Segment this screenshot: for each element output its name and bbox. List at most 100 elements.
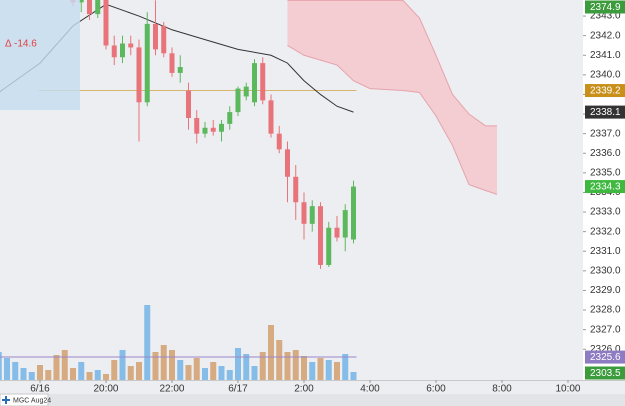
candle-body — [301, 202, 307, 224]
candle-body — [128, 43, 134, 48]
y-tick-label: 2340.0 — [590, 70, 621, 81]
y-tick-label: 2330.0 — [590, 265, 621, 276]
candle-body — [169, 53, 175, 73]
candle-body — [136, 47, 142, 103]
volume-bar — [144, 305, 151, 380]
volume-bar — [36, 365, 43, 380]
candle-body — [78, 0, 84, 3]
change-value: -14.6 — [14, 39, 37, 50]
y-tick-label: 2336.0 — [590, 148, 621, 159]
axes: 2326.0 2327.0 2328.0 2329.0 2330.0 2331.0 2332… — [30, 0, 625, 395]
volume-bar — [12, 362, 19, 380]
candle-body — [86, 0, 92, 15]
volume-bar — [201, 368, 208, 380]
volume-bar — [28, 372, 35, 380]
price-label: 2338.1 — [590, 107, 621, 118]
volume-bar — [111, 360, 118, 380]
x-tick-label: 8:00 — [492, 384, 512, 395]
candle-body — [218, 123, 224, 132]
candle-body — [111, 45, 117, 58]
volume-bar — [0, 352, 2, 380]
cloud — [287, 0, 498, 195]
cloud-edge — [287, 0, 498, 127]
y-tick-label: 2332.0 — [590, 226, 621, 237]
volume-bar — [152, 352, 159, 380]
tab-icon — [2, 396, 10, 404]
volume-bar — [127, 366, 134, 380]
volume-bar — [86, 372, 93, 380]
cloud-edge — [287, 45, 498, 195]
volume-bar — [3, 358, 10, 380]
volume-bar — [276, 340, 283, 380]
volume-bar — [284, 352, 291, 380]
candle-body — [284, 149, 290, 177]
volume-bar — [251, 366, 258, 380]
symbol-tab[interactable] — [0, 393, 49, 406]
candle-body — [95, 0, 101, 15]
y-tick-label: 2343.0 — [590, 11, 621, 22]
price-label: 2303.5 — [590, 368, 621, 379]
x-tick-label: 6:00 — [426, 384, 446, 395]
price-label-box — [585, 180, 625, 194]
candle-body — [309, 206, 315, 224]
volume-bar — [317, 358, 324, 380]
volume-bar — [69, 368, 76, 380]
y-tick-label: 2333.0 — [590, 207, 621, 218]
volume-bar — [325, 360, 332, 380]
price-label-box — [585, 84, 625, 98]
volume-bar — [234, 348, 241, 380]
candle-body — [251, 63, 257, 103]
volume-bar — [300, 356, 307, 380]
volume-bar — [78, 362, 85, 380]
volume-bar — [135, 362, 142, 380]
price-label-box — [585, 0, 625, 14]
x-tick-label: 22:00 — [159, 384, 184, 395]
price-label: 2374.9 — [590, 2, 621, 13]
candle-body — [119, 43, 125, 58]
candle-body — [334, 227, 340, 238]
y-tick-label: 2331.0 — [590, 246, 621, 257]
candle-body — [103, 0, 109, 46]
toolbar — [0, 394, 625, 406]
volume-bar — [177, 360, 184, 380]
candle-body — [326, 227, 332, 265]
y-tick-label: 2341.0 — [590, 50, 621, 61]
plot-area — [0, 0, 498, 380]
volume-bar — [45, 370, 52, 380]
candle-body — [235, 88, 241, 113]
x-tick-label: 2:00 — [294, 384, 314, 395]
candle-body — [350, 186, 356, 240]
price-label: 2334.3 — [590, 182, 621, 193]
price-label-box — [585, 350, 625, 364]
candle-body — [177, 67, 183, 73]
y-tick-label: 2326.0 — [590, 344, 621, 355]
volume-bar — [342, 354, 349, 380]
candle-body — [144, 23, 150, 103]
candle-body — [202, 127, 208, 134]
volume-bar — [185, 365, 192, 380]
change-symbol: Δ — [5, 39, 12, 50]
volume-bar — [102, 374, 109, 380]
candle-body — [260, 63, 266, 101]
y-tick-label: 2337.0 — [590, 128, 621, 139]
price-label-box — [585, 366, 625, 380]
volume-bar — [292, 350, 299, 380]
price-label: 2339.2 — [590, 86, 621, 97]
volume-bar — [226, 370, 233, 380]
x-tick-label: 20:00 — [93, 384, 118, 395]
candle-body — [161, 25, 167, 54]
y-tick-label: 2342.0 — [590, 30, 621, 41]
candle-body — [317, 206, 323, 265]
volume-bar — [333, 362, 340, 380]
candle-body — [276, 133, 282, 150]
candle-body — [227, 112, 233, 124]
y-tick-label: 2328.0 — [590, 305, 621, 316]
x-tick-label: 6/17 — [228, 384, 248, 395]
price-label: 2325.6 — [590, 352, 621, 363]
x-tick-label: 10:00 — [555, 384, 580, 395]
volume-bar — [168, 350, 175, 380]
info-box — [0, 0, 80, 110]
x-tick-label: 4:00 — [360, 384, 380, 395]
volume-bar — [94, 370, 101, 380]
